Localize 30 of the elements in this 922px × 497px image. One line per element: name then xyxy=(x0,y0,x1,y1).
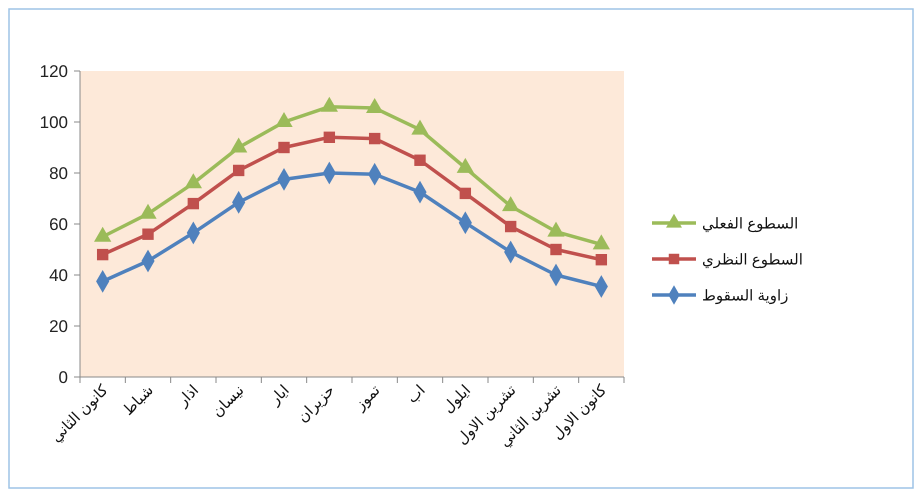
y-tick-label: 40 xyxy=(49,266,68,285)
point xyxy=(232,164,244,176)
y-tick-label: 120 xyxy=(40,62,68,81)
point xyxy=(368,132,380,144)
point xyxy=(504,220,516,232)
x-tick-label: ايار xyxy=(266,382,293,409)
x-tick-label: نيسان xyxy=(208,382,248,420)
point xyxy=(460,188,472,200)
point xyxy=(324,132,336,143)
x-tick-label: ايلول xyxy=(440,382,474,416)
x-tick-label: شباط xyxy=(120,382,157,419)
legend-label: السطوع النظري xyxy=(702,251,803,268)
point xyxy=(188,198,200,210)
point xyxy=(596,254,608,266)
x-tick-label: اب xyxy=(404,382,429,407)
y-tick-label: 0 xyxy=(58,368,68,387)
x-tick-label: اذار xyxy=(174,382,202,410)
x-tick-label: تموز xyxy=(351,382,384,414)
point xyxy=(96,248,108,260)
point xyxy=(414,154,426,166)
point xyxy=(142,228,154,240)
point xyxy=(550,244,562,256)
legend-label: زاوية السقوط xyxy=(702,287,788,304)
y-tick-label: 80 xyxy=(49,164,68,183)
y-tick-label: 20 xyxy=(49,316,68,336)
x-tick-label: حزيران xyxy=(294,382,338,426)
point xyxy=(278,142,290,154)
legend-label: السطوع الفعلي xyxy=(702,215,798,232)
y-tick-label: 60 xyxy=(49,214,68,234)
y-tick-label: 100 xyxy=(40,112,68,132)
